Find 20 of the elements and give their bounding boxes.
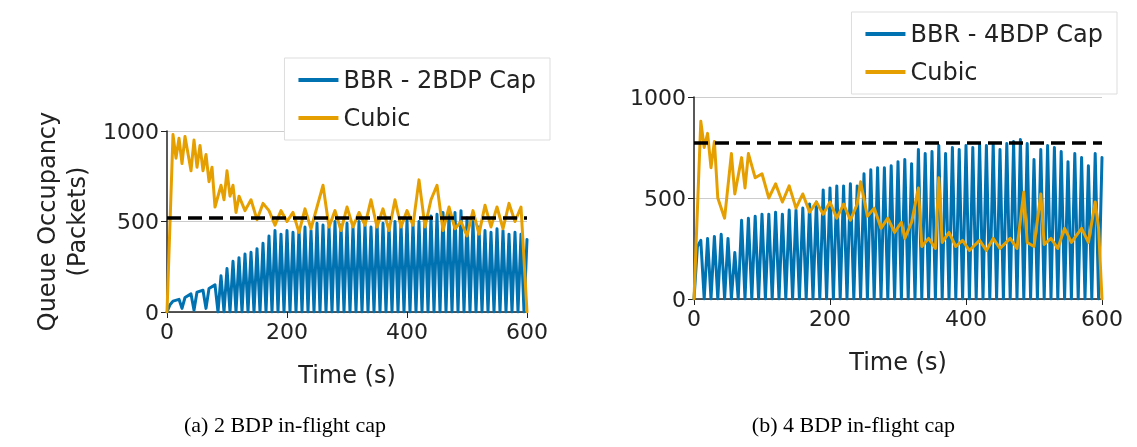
y-tick-label: 1000: [103, 118, 159, 144]
x-tick-label: 200: [809, 305, 851, 331]
y-tick-label: 500: [117, 209, 159, 234]
text: (a) 2 BDP in-flight cap: [183, 412, 387, 438]
legend-label: BBR - 4BDP Cap: [910, 20, 1104, 48]
x-tick-label: 400: [386, 318, 428, 344]
text: (b) 4 BDP in-flight cap: [750, 412, 957, 438]
x-axis-title: Time (s): [297, 361, 396, 389]
y-tick-label: 1000: [630, 84, 686, 110]
x-tick-label: 400: [945, 305, 987, 331]
x-tick-label: 600: [1081, 305, 1123, 331]
legend-label: Cubic: [910, 58, 978, 86]
y-tick-label: 0: [672, 286, 686, 312]
x-tick-label: 600: [506, 318, 548, 344]
x-axis-title: Time (s): [848, 348, 947, 376]
y-tick-label: 500: [644, 185, 686, 211]
legend-label: Cubic: [343, 104, 411, 132]
y-axis-title: Queue Occupancy (Packets): [33, 111, 92, 332]
legend-label: BBR - 2BDP Cap: [343, 66, 537, 94]
x-tick-label: 200: [266, 318, 308, 344]
